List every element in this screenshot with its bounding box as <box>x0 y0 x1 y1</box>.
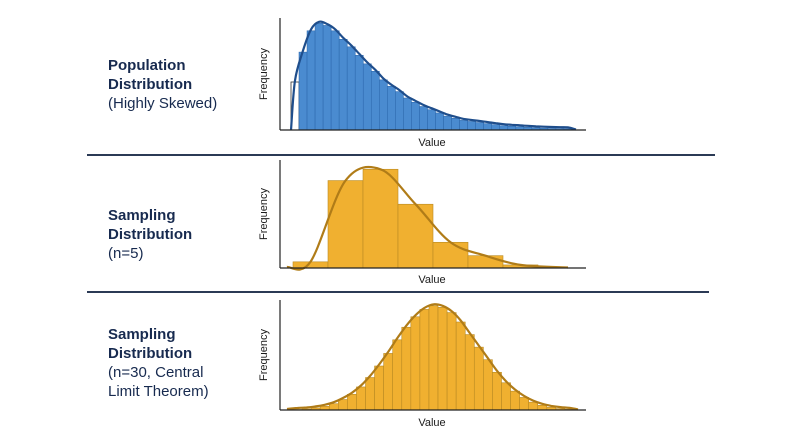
chart3-bar-19 <box>464 334 475 411</box>
divider-1 <box>87 154 715 156</box>
chart2-bar-4 <box>432 241 469 269</box>
chart1-bar-15 <box>411 101 420 131</box>
panel3-title-line2: Distribution <box>108 345 193 362</box>
chart1-bar-20 <box>451 117 460 131</box>
panel3-title-line1: Sampling <box>108 326 176 343</box>
chart1-bar-10 <box>370 71 380 131</box>
chart1-bar-6 <box>338 39 348 131</box>
chart3-bar-4 <box>328 403 339 411</box>
panel2-label: Sampling Distribution (n=5) <box>108 206 192 263</box>
chart3-bar-10 <box>383 353 394 411</box>
chart3-bar-22 <box>492 371 502 411</box>
chart3-bar-6 <box>347 393 357 411</box>
chart2-density-curve <box>286 165 569 271</box>
chart1-bar-11 <box>379 79 388 131</box>
chart3-bar-5 <box>338 399 348 411</box>
chart3-bar-20 <box>473 346 484 411</box>
chart3-bar-16 <box>437 307 448 411</box>
chart2-x-label: Value <box>418 274 445 286</box>
chart3-bar-21 <box>483 359 493 411</box>
chart1-y-label: Frequency <box>258 48 270 100</box>
chart1-bar-21 <box>459 120 468 131</box>
chart2-bar-5 <box>467 255 504 269</box>
chart1-bar-13 <box>395 91 404 131</box>
chart1-bar-2 <box>306 30 316 131</box>
panel2-title-line2: Distribution <box>108 226 193 243</box>
panel2-title-line1: Sampling <box>108 207 176 224</box>
chart3-bar-24 <box>510 390 520 411</box>
panel3-subtitle-line1: (n=30, Central <box>108 364 204 381</box>
panel1-title-line1: Population <box>108 57 186 74</box>
panel2-subtitle: (n=5) <box>108 245 144 262</box>
panel1-label: Population Distribution (Highly Skewed) <box>108 56 217 113</box>
chart1-bar-22 <box>467 121 476 131</box>
chart3-bar-11 <box>392 339 403 411</box>
chart1-bar-24 <box>483 123 493 131</box>
chart1-bar-4 <box>322 25 332 131</box>
chart1-bar-25 <box>491 124 501 131</box>
chart3-bar-7 <box>356 386 366 411</box>
chart1-bar-16 <box>419 106 428 131</box>
chart3-bar-12 <box>401 326 412 411</box>
chart3-bar-25 <box>519 397 529 411</box>
chart1-bar-17 <box>427 109 436 131</box>
chart3-bar-13 <box>410 316 421 411</box>
chart3-bar-27 <box>537 404 548 411</box>
chart1-bar-3 <box>314 23 324 131</box>
chart2-y-label: Frequency <box>258 188 270 240</box>
chart2-bar-2 <box>362 168 399 269</box>
chart3-bar-15 <box>428 305 439 411</box>
chart1-bar-9 <box>362 63 372 131</box>
chart1-bar-19 <box>443 115 452 131</box>
chart1-bar-12 <box>387 85 396 131</box>
chart1-bar-18 <box>435 112 444 131</box>
chart3-density-curve <box>286 303 579 411</box>
panel1-subtitle: (Highly Skewed) <box>108 95 218 112</box>
chart3-bar-9 <box>374 365 384 411</box>
chart3-y-label: Frequency <box>258 329 270 381</box>
chart3-bar-14 <box>419 309 430 411</box>
chart1-bar-8 <box>354 55 364 131</box>
chart3-bar-18 <box>455 321 466 411</box>
divider-2 <box>87 291 709 293</box>
chart3-bar-26 <box>528 401 539 411</box>
panel3-label: Sampling Distribution (n=30, Central Lim… <box>108 325 209 401</box>
panel3-subtitle-line2: Limit Theorem) <box>108 383 209 400</box>
chart2-bar-1 <box>327 180 364 269</box>
chart3-bar-8 <box>365 377 375 411</box>
chart3-bar-17 <box>446 312 457 411</box>
chart1-bar-1 <box>298 51 308 131</box>
chart1-bar-23 <box>475 122 484 131</box>
chart1-density-curve <box>289 20 577 131</box>
chart3-x-label: Value <box>418 417 445 429</box>
chart3-bar-23 <box>501 382 511 411</box>
chart1-bar-26 <box>499 125 509 131</box>
chart1-x-label: Value <box>418 137 445 149</box>
chart1-bar-7 <box>346 46 356 131</box>
chart1-bar-5 <box>330 30 340 131</box>
panel1-title-line2: Distribution <box>108 76 193 93</box>
chart2-bar-3 <box>397 203 434 269</box>
chart1-bar-14 <box>403 97 412 131</box>
